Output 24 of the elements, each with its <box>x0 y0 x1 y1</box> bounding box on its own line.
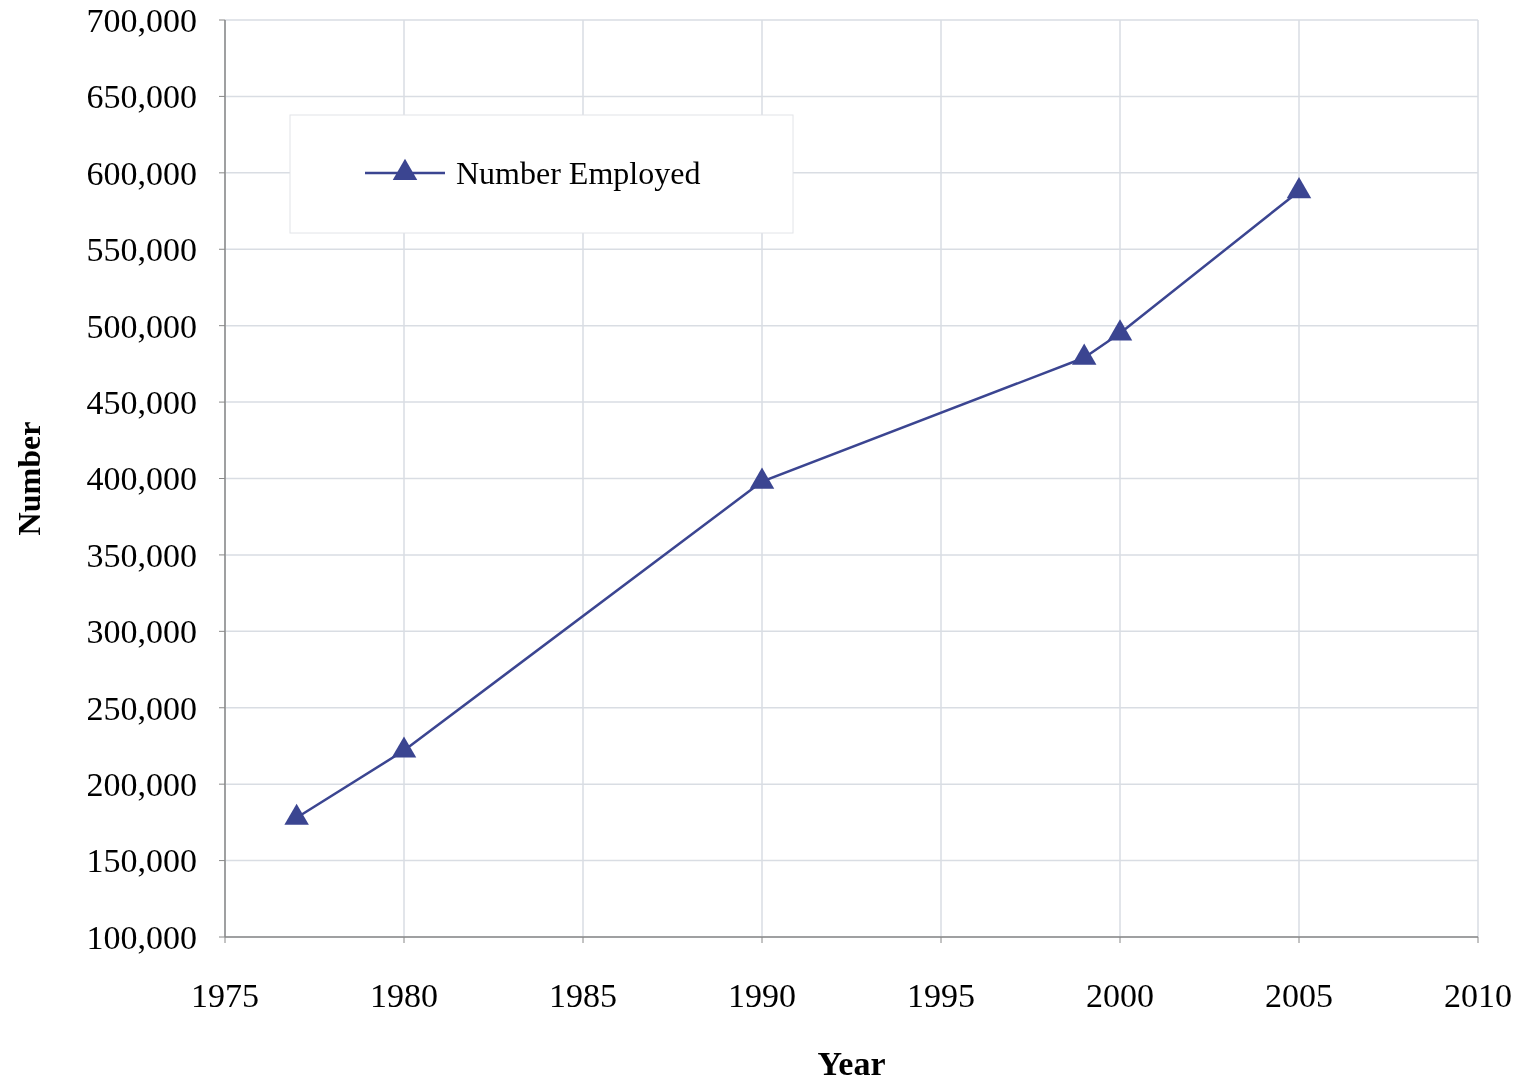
y-tick-label: 100,000 <box>86 918 197 956</box>
x-tick-label: 1985 <box>549 977 617 1014</box>
y-axis-title: Number <box>11 421 47 536</box>
x-tick-label: 2000 <box>1086 977 1154 1014</box>
x-axis-title: Year <box>817 1045 886 1082</box>
y-tick-label: 350,000 <box>86 536 197 574</box>
y-tick-label: 250,000 <box>86 689 197 727</box>
legend-label: Number Employed <box>456 155 701 192</box>
y-tick-label: 400,000 <box>86 460 197 498</box>
x-tick-label: 1980 <box>370 977 438 1014</box>
x-tick-label: 2005 <box>1265 977 1333 1014</box>
y-tick-label: 650,000 <box>86 78 197 116</box>
x-tick-label: 1990 <box>728 977 796 1014</box>
y-tick-label: 450,000 <box>86 383 197 421</box>
x-tick-label: 1975 <box>191 977 259 1014</box>
y-tick-label: 550,000 <box>86 231 197 269</box>
y-tick-label: 300,000 <box>86 613 197 651</box>
x-tick-label: 1995 <box>907 977 975 1014</box>
y-tick-label: 200,000 <box>86 766 197 804</box>
y-tick-label: 600,000 <box>86 154 197 192</box>
y-tick-label: 500,000 <box>86 307 197 345</box>
y-tick-label: 700,000 <box>86 1 197 39</box>
y-tick-label: 150,000 <box>86 842 197 880</box>
x-tick-label: 2010 <box>1444 977 1512 1014</box>
